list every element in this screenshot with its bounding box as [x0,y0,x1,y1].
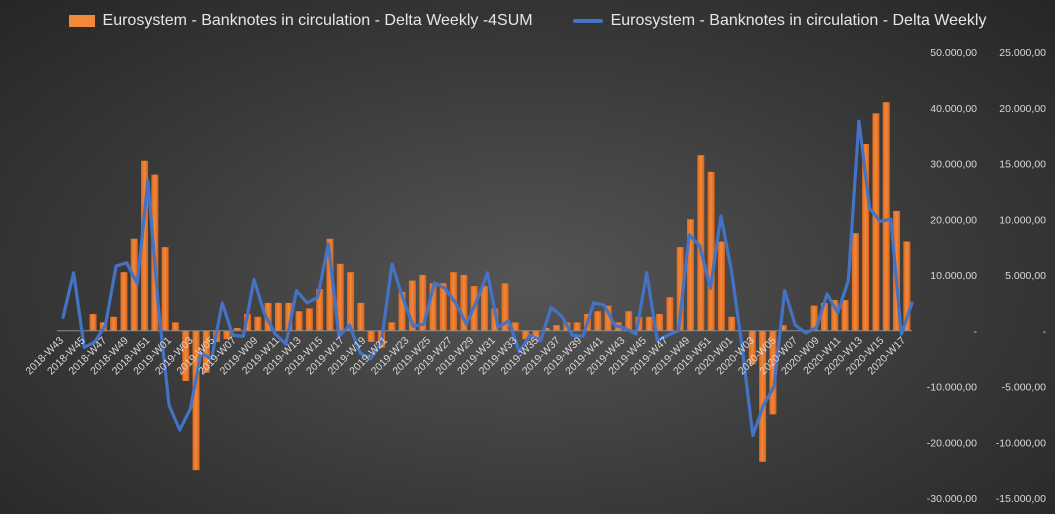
bar [264,302,272,331]
bar [192,330,200,471]
y-left-tick-label: 30.000,00 [930,159,977,171]
bar [779,325,787,331]
bar [89,314,97,331]
bar [481,286,488,331]
bar [182,330,190,381]
bar [625,311,633,331]
y-right-tick-label: 15.000,00 [999,159,1046,171]
legend: Eurosystem - Banknotes in circulation - … [0,12,1055,30]
bar [110,316,118,331]
y-left-tick-label: -30.000,00 [927,493,977,505]
bar [676,247,684,331]
bar [388,322,396,331]
legend-label-line: Eurosystem - Banknotes in circulation - … [610,12,987,29]
bar [316,288,324,331]
legend-swatch-bars [68,15,95,27]
bar [295,311,303,331]
bar [347,272,355,331]
bar [604,305,612,331]
series-line [61,119,914,438]
bar [851,233,859,331]
bar [326,238,334,331]
y-right-tick-label: 5.000,00 [1005,270,1046,282]
y-right-tick-label: -10.000,00 [996,437,1046,449]
y-right-tick-label: 20.000,00 [999,103,1046,115]
bar [522,330,530,340]
bar [656,314,664,331]
bar [223,330,231,340]
bar [233,327,241,331]
bar [367,330,375,342]
bar [645,316,653,331]
bar [254,316,262,331]
legend-item-line: Eurosystem - Banknotes in circulation - … [572,12,987,30]
bar [419,275,427,331]
bar [882,102,890,331]
bar [501,283,509,331]
bar [161,247,169,331]
bar [903,241,911,331]
bar [305,308,313,331]
bar [274,302,282,331]
bar [728,316,736,331]
bar [697,155,705,331]
bar [594,311,602,331]
bar [841,300,849,331]
bar [542,327,550,331]
bar [687,219,695,331]
bar [398,291,406,331]
bar [872,113,880,331]
legend-item-bars: Eurosystem - Banknotes in circulation - … [68,12,533,30]
y-left-tick-label: 20.000,00 [930,214,977,226]
y-left-tick-label: -20.000,00 [927,437,977,449]
bar [820,302,828,331]
bar [141,160,149,331]
y-left-tick-label: 10.000,00 [930,270,977,282]
y-right-tick-label: -5.000,00 [1002,382,1047,394]
bar [831,300,839,331]
bar [862,143,870,331]
bar [717,241,725,331]
bar [357,302,365,331]
bar [120,272,128,331]
bar [171,322,179,331]
bar [573,322,581,331]
y-right-tick-label: 10.000,00 [999,214,1046,226]
bar [532,330,540,340]
bar [511,322,519,331]
legend-swatch-line [572,19,603,23]
bar [769,330,777,415]
bar [759,330,767,462]
bar [748,330,756,365]
y-right-tick-label: -15.000,00 [996,493,1046,505]
y-right-tick-label: 25.000,00 [999,47,1046,59]
bar [666,297,674,331]
bar [130,238,138,331]
bar [439,283,447,331]
bar [408,280,416,331]
y-left-tick-label: 50.000,00 [930,47,977,59]
y-right-tick-label: - [1043,326,1047,338]
y-left-tick-label: -10.000,00 [927,382,977,394]
bar [460,275,468,331]
bar [336,263,344,331]
bar [553,325,561,331]
legend-label-bars: Eurosystem - Banknotes in circulation - … [102,12,533,29]
bar [285,302,293,331]
bar [810,305,818,331]
bar [707,171,715,331]
y-left-tick-label: - [974,326,978,338]
bar [429,283,437,331]
y-left-tick-label: 40.000,00 [930,103,977,115]
bar [202,330,210,373]
bar [491,308,499,331]
